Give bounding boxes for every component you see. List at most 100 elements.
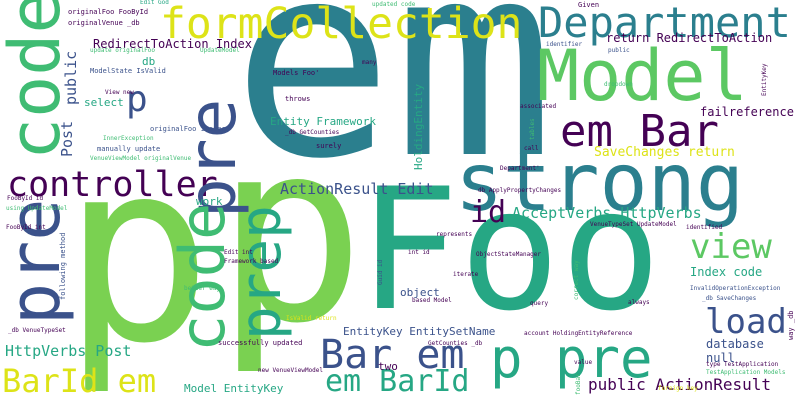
word-way-db: way _db	[787, 310, 795, 340]
word-strong: strong	[455, 136, 744, 229]
word-correct-way: correct way	[573, 260, 580, 300]
word-holdingentity: HoldingEntity	[412, 83, 425, 170]
word-account-holdingref: account HoldingEntityReference	[524, 330, 633, 337]
word-following-method: following method	[59, 232, 67, 300]
word-select: select	[84, 96, 124, 109]
word-originalvenue-db: originalVenue _db	[68, 19, 140, 27]
word-edit-int: Edit int	[224, 249, 253, 256]
word-given: Given	[578, 1, 600, 9]
word-savechanges-return: SaveChanges return	[594, 145, 735, 160]
word-models-foo: Models Foo'	[273, 69, 320, 77]
word-failreference: failreference	[700, 105, 794, 119]
word-work: work	[196, 195, 223, 208]
word-testapp-models: TestApplication Models	[706, 369, 786, 376]
word-load: load	[705, 302, 787, 342]
word-dropdown: dropdown	[604, 81, 633, 88]
word-p-small: p	[126, 79, 148, 120]
word-better-way: better way	[184, 285, 221, 292]
word-db-applyproperty: db ApplyPropertyChanges	[478, 187, 562, 194]
word-identifier: identifier	[546, 41, 583, 48]
word-using-updatemodel: using UpdateModel	[6, 205, 68, 212]
word-foreign-key: foreign key	[658, 385, 698, 392]
word-entitykey-v: EntityKey	[761, 63, 768, 96]
word-updated-code: updated code	[372, 1, 416, 8]
word-originalfoo-foobyid: originalFoo FooById	[68, 8, 149, 16]
word-code-mid: code	[166, 202, 239, 352]
word-iterate: iterate	[453, 271, 479, 278]
word-new-venueviewmodel: new VenueViewModel	[258, 367, 324, 374]
word-db-savechanges: _db SaveChanges	[702, 295, 757, 302]
word-db-getcounties: _db GetCounties	[285, 129, 340, 136]
word-value: value	[574, 359, 593, 366]
word-bar-em: Bar em	[320, 332, 465, 378]
word-index-code: Index code	[690, 265, 763, 279]
word-venueviewmodel-originalvenue: VenueViewModel originalVenue	[90, 155, 192, 162]
word-barid-em: BarId em	[2, 362, 157, 400]
word-em-bar: em Bar	[560, 106, 719, 157]
word-actionresult-edit: ActionResult Edit	[280, 180, 434, 198]
word-id: id	[470, 195, 507, 230]
word-acceptverbs: AcceptVerbs HttpVerbs	[512, 204, 702, 222]
word-em-large: em	[232, 0, 555, 218]
word-type-testapp: type TestApplication	[706, 361, 779, 368]
word-controller: controller	[7, 165, 218, 205]
word-department: Department	[538, 0, 791, 47]
word-db: db	[142, 55, 156, 68]
word-isvalid-return: IsValid return	[286, 315, 337, 322]
word-int-id: int id	[408, 249, 430, 256]
word-foobyid-int: FooById int	[6, 224, 46, 231]
word-tables: tables	[529, 118, 536, 140]
word-return-redirect: return RedirectToAction	[606, 31, 773, 45]
word-innerexception: InnerException	[103, 135, 154, 142]
word-formcollection: formCollection	[160, 0, 523, 49]
word-originalfoo-instead: originalFoo instead	[150, 125, 231, 133]
word-null: null	[706, 351, 735, 365]
word-prep: prep	[229, 205, 294, 340]
word-venuetypeset-updatemodel: VenueTypeSet UpdateModel	[590, 221, 677, 228]
word-public-v: public	[62, 50, 80, 105]
word-view-new: View new	[105, 89, 134, 96]
word-based-model: based Model	[412, 297, 452, 304]
word-edit-god: Edit God	[140, 0, 169, 6]
word-public-actionresult: public ActionResult	[588, 375, 772, 394]
word-always: always	[628, 299, 650, 306]
word-getcounties-db: GetCounties _db	[428, 340, 483, 347]
word-throws: throws	[285, 95, 311, 103]
word-foobyid-id: FooById id	[7, 195, 44, 202]
word-db-venuetypeset: _db VenueTypeSet	[8, 327, 66, 334]
word-redirect-index: RedirectToAction Index	[93, 37, 252, 51]
word-modelstate-isvalid: ModelState IsValid	[90, 67, 166, 75]
word-department-q: Department'	[500, 165, 540, 172]
word-guid-id: Guid id	[377, 259, 384, 285]
word-foo: Foo	[358, 152, 662, 348]
word-entitykey-setname: EntityKey EntitySetName	[343, 325, 496, 338]
word-successfully-updated: successfully updated	[218, 339, 303, 347]
word-two: two	[378, 360, 398, 373]
word-updatemodel: UpdateModel	[200, 47, 240, 54]
word-p-large-1: p	[62, 107, 213, 398]
word-public-right: public	[608, 47, 630, 54]
word-object: object	[400, 286, 440, 299]
word-model: Model	[537, 35, 748, 117]
word-post: Post	[58, 120, 76, 157]
word-httpverbs-post: HttpVerbs Post	[5, 342, 132, 360]
word-p-large-2: p	[215, 87, 366, 378]
word-identified: identified	[686, 224, 723, 231]
word-p-pre: p pre	[490, 327, 653, 390]
word-database: database	[706, 337, 764, 351]
word-call: call	[524, 145, 539, 152]
word-view: view	[690, 227, 772, 267]
word-associated: associated	[520, 103, 557, 110]
word-represents: represents	[436, 231, 473, 238]
word-foobar: fooBar	[575, 373, 582, 395]
word-model-entitykey: Model EntityKey	[184, 382, 284, 395]
word-query: query	[530, 300, 549, 307]
word-many: many	[362, 59, 377, 66]
word-update-originalfoo: update originalFoo	[90, 47, 156, 54]
word-em-barid: em BarId	[325, 364, 470, 399]
word-invalidoperation: InvalidOperationException	[690, 285, 781, 292]
word-surely: surely	[316, 142, 342, 150]
word-entity-framework: Entity Framework	[270, 115, 376, 128]
word-objectstate: ObjectStateManager	[476, 251, 542, 258]
